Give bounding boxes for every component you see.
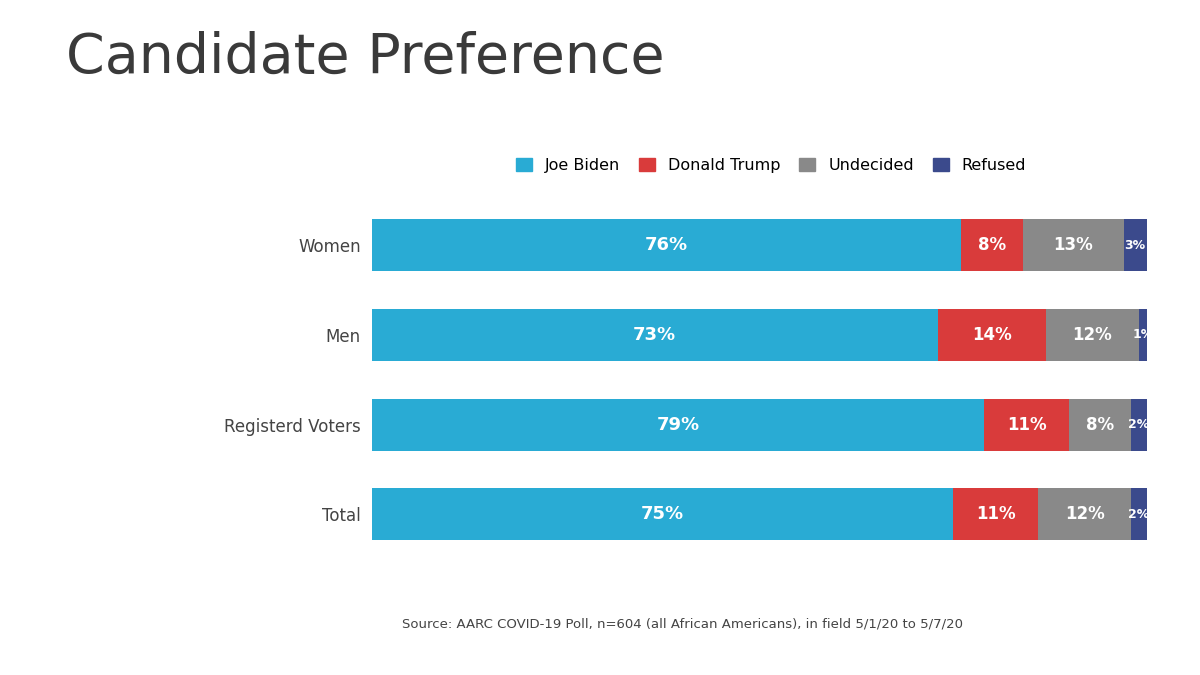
Text: Candidate Preference: Candidate Preference bbox=[66, 30, 665, 84]
Bar bbox=[372, 488, 953, 540]
Bar bbox=[1038, 488, 1132, 540]
Bar bbox=[1022, 219, 1123, 271]
Text: If the 2020
presidential
election were
held today,
would you vote
for...

[Resul: If the 2020 presidential election were h… bbox=[64, 194, 214, 456]
Bar bbox=[372, 398, 984, 451]
Text: 8%: 8% bbox=[1086, 416, 1115, 433]
Legend: Joe Biden, Donald Trump, Undecided, Refused: Joe Biden, Donald Trump, Undecided, Refu… bbox=[516, 158, 1026, 173]
Text: 11%: 11% bbox=[1007, 416, 1046, 433]
Text: 33: 33 bbox=[17, 158, 34, 171]
Text: 73%: 73% bbox=[634, 326, 677, 344]
Text: 2%: 2% bbox=[1128, 508, 1150, 521]
Bar bbox=[372, 308, 937, 361]
Text: African American Research Collaborative: African American Research Collaborative bbox=[44, 611, 382, 626]
Bar bbox=[984, 398, 1069, 451]
Text: 13%: 13% bbox=[1054, 236, 1093, 254]
Text: 2%: 2% bbox=[1128, 418, 1150, 431]
Bar bbox=[1046, 308, 1139, 361]
Bar bbox=[953, 488, 1038, 540]
Bar bbox=[961, 219, 1022, 271]
Bar bbox=[937, 308, 1046, 361]
Text: 12%: 12% bbox=[1073, 326, 1112, 344]
Text: 11%: 11% bbox=[976, 506, 1015, 523]
Bar bbox=[1132, 398, 1147, 451]
Text: 79%: 79% bbox=[656, 416, 700, 433]
Bar bbox=[1069, 398, 1132, 451]
Text: 76%: 76% bbox=[644, 236, 688, 254]
Text: 3%: 3% bbox=[1124, 238, 1146, 252]
Text: 75%: 75% bbox=[641, 506, 684, 523]
Text: Source: AARC COVID-19 Poll, n=604 (all African Americans), in field 5/1/20 to 5/: Source: AARC COVID-19 Poll, n=604 (all A… bbox=[402, 618, 964, 631]
Text: 12%: 12% bbox=[1064, 506, 1105, 523]
Bar bbox=[1132, 488, 1147, 540]
Text: 1%: 1% bbox=[1133, 328, 1153, 342]
Bar bbox=[1139, 308, 1147, 361]
Text: 14%: 14% bbox=[972, 326, 1012, 344]
Text: 8%: 8% bbox=[978, 236, 1006, 254]
Bar bbox=[1123, 219, 1147, 271]
Bar bbox=[372, 219, 961, 271]
